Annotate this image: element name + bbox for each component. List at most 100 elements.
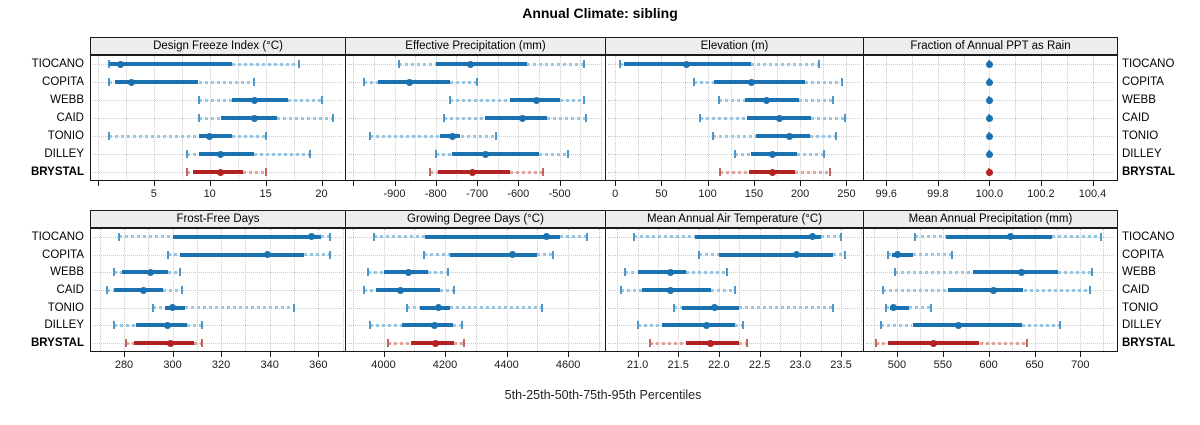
axis-tick [445, 352, 446, 357]
whisker-75th-95th [232, 62, 300, 66]
axis-tick [353, 181, 355, 186]
axis-tick [896, 352, 898, 357]
axis-tick [753, 181, 755, 186]
whisker-cap-95th [843, 114, 846, 122]
whisker-75th-95th [908, 306, 931, 310]
whisker-5th-25th [621, 288, 642, 292]
whisker-5th-25th [126, 341, 134, 345]
whisker-cap-95th [950, 250, 953, 259]
whisker-75th-95th [232, 134, 266, 138]
axis-tick-label: 650 [1025, 359, 1044, 371]
whisker-cap-95th [817, 60, 820, 68]
whisker-cap-95th [551, 250, 554, 259]
panel-strip-title: Elevation (m) [700, 40, 769, 52]
interquartile-bar [121, 270, 168, 275]
whisker-cap-95th [746, 339, 749, 348]
median-dot [396, 286, 404, 294]
whisker-cap-95th [494, 132, 497, 140]
axis-tick-label: 4200 [432, 359, 458, 371]
whisker-75th-95th [913, 253, 952, 257]
whisker-cap-95th [253, 78, 256, 86]
interquartile-bar [378, 80, 451, 84]
axis-tick-label: 320 [211, 359, 231, 371]
axis-tick-label: 700 [1071, 359, 1090, 371]
interquartile-bar [892, 252, 914, 257]
median-dot [985, 132, 993, 140]
whisker-cap-5th [108, 78, 110, 86]
whisker-5th-25th [109, 134, 199, 138]
median-dot [116, 60, 124, 68]
site-label-right-brystal: BRYSTAL [1122, 166, 1176, 178]
whisker-cap-5th [197, 96, 200, 104]
axis-tick-label: -700 [466, 188, 489, 200]
whisker-cap-5th [894, 268, 897, 277]
panel-strip-4: Frost-Free Days [90, 210, 346, 228]
whisker-cap-5th [368, 321, 371, 330]
median-dot [776, 114, 784, 122]
whisker-cap-95th [298, 60, 301, 68]
median-dot [405, 78, 413, 86]
whisker-cap-95th [1091, 268, 1094, 277]
axis-tick-label: 100.0 [975, 188, 1004, 200]
whisker-cap-95th [1059, 321, 1062, 330]
axis-tick [1040, 181, 1042, 186]
whisker-cap-5th [632, 232, 635, 241]
whisker-cap-5th [422, 250, 425, 259]
whisker-cap-95th [200, 339, 203, 348]
whisker-cap-5th [618, 60, 621, 68]
whisker-75th-95th [811, 116, 845, 120]
whisker-5th-25th [114, 270, 122, 274]
whisker-cap-5th [914, 232, 917, 241]
whisker-75th-95th [288, 98, 322, 102]
median-dot [435, 304, 443, 312]
interquartile-bar [232, 98, 288, 102]
row-guide-line [93, 325, 342, 327]
site-label-left-tiocano: TIOCANO [31, 230, 84, 243]
whisker-cap-95th [742, 321, 745, 330]
whisker-5th-25th [107, 288, 115, 292]
whisker-cap-95th [734, 286, 737, 294]
interquartile-bar [109, 62, 232, 66]
median-dot [519, 114, 526, 122]
whisker-75th-95th [452, 323, 462, 327]
interquartile-bar [198, 134, 233, 138]
axis-tick [506, 352, 508, 357]
axis-tick [886, 181, 888, 186]
whisker-cap-95th [453, 286, 456, 294]
site-label-left-caid: CAID [56, 284, 84, 296]
whisker-5th-25th [435, 152, 453, 156]
interquartile-bar [435, 62, 527, 66]
whisker-75th-95th [1021, 323, 1061, 327]
row-guide-line [348, 272, 602, 274]
interquartile-bar [449, 252, 538, 257]
whisker-75th-95th [167, 270, 180, 274]
whisker-5th-25th [875, 341, 888, 345]
axis-tick [383, 352, 385, 357]
median-dot [989, 286, 997, 294]
median-dot [768, 150, 776, 158]
whisker-cap-95th [309, 150, 312, 158]
figure-title: Annual Climate: sibling [522, 5, 678, 21]
whisker-75th-95th [686, 270, 728, 274]
whisker-75th-95th [797, 152, 825, 156]
whisker-cap-5th [699, 114, 702, 122]
axis-tick [435, 181, 437, 186]
whisker-5th-25th [187, 152, 199, 156]
whisker-cap-5th [717, 96, 720, 104]
whisker-cap-95th [828, 168, 831, 176]
whisker-cap-5th [113, 321, 116, 330]
median-dot [164, 321, 172, 329]
site-label-right-copita: COPITA [1122, 248, 1164, 261]
axis-tick [559, 181, 561, 186]
whisker-cap-95th [200, 321, 203, 330]
whisker-5th-25th [637, 323, 662, 327]
median-dot [469, 168, 477, 176]
whisker-cap-95th [293, 303, 295, 312]
median-dot [792, 251, 800, 259]
median-dot [263, 251, 271, 259]
whisker-75th-95th [751, 62, 819, 66]
interquartile-bar [179, 252, 304, 257]
axis-tick-label: 300 [163, 359, 182, 371]
median-dot [250, 96, 258, 104]
